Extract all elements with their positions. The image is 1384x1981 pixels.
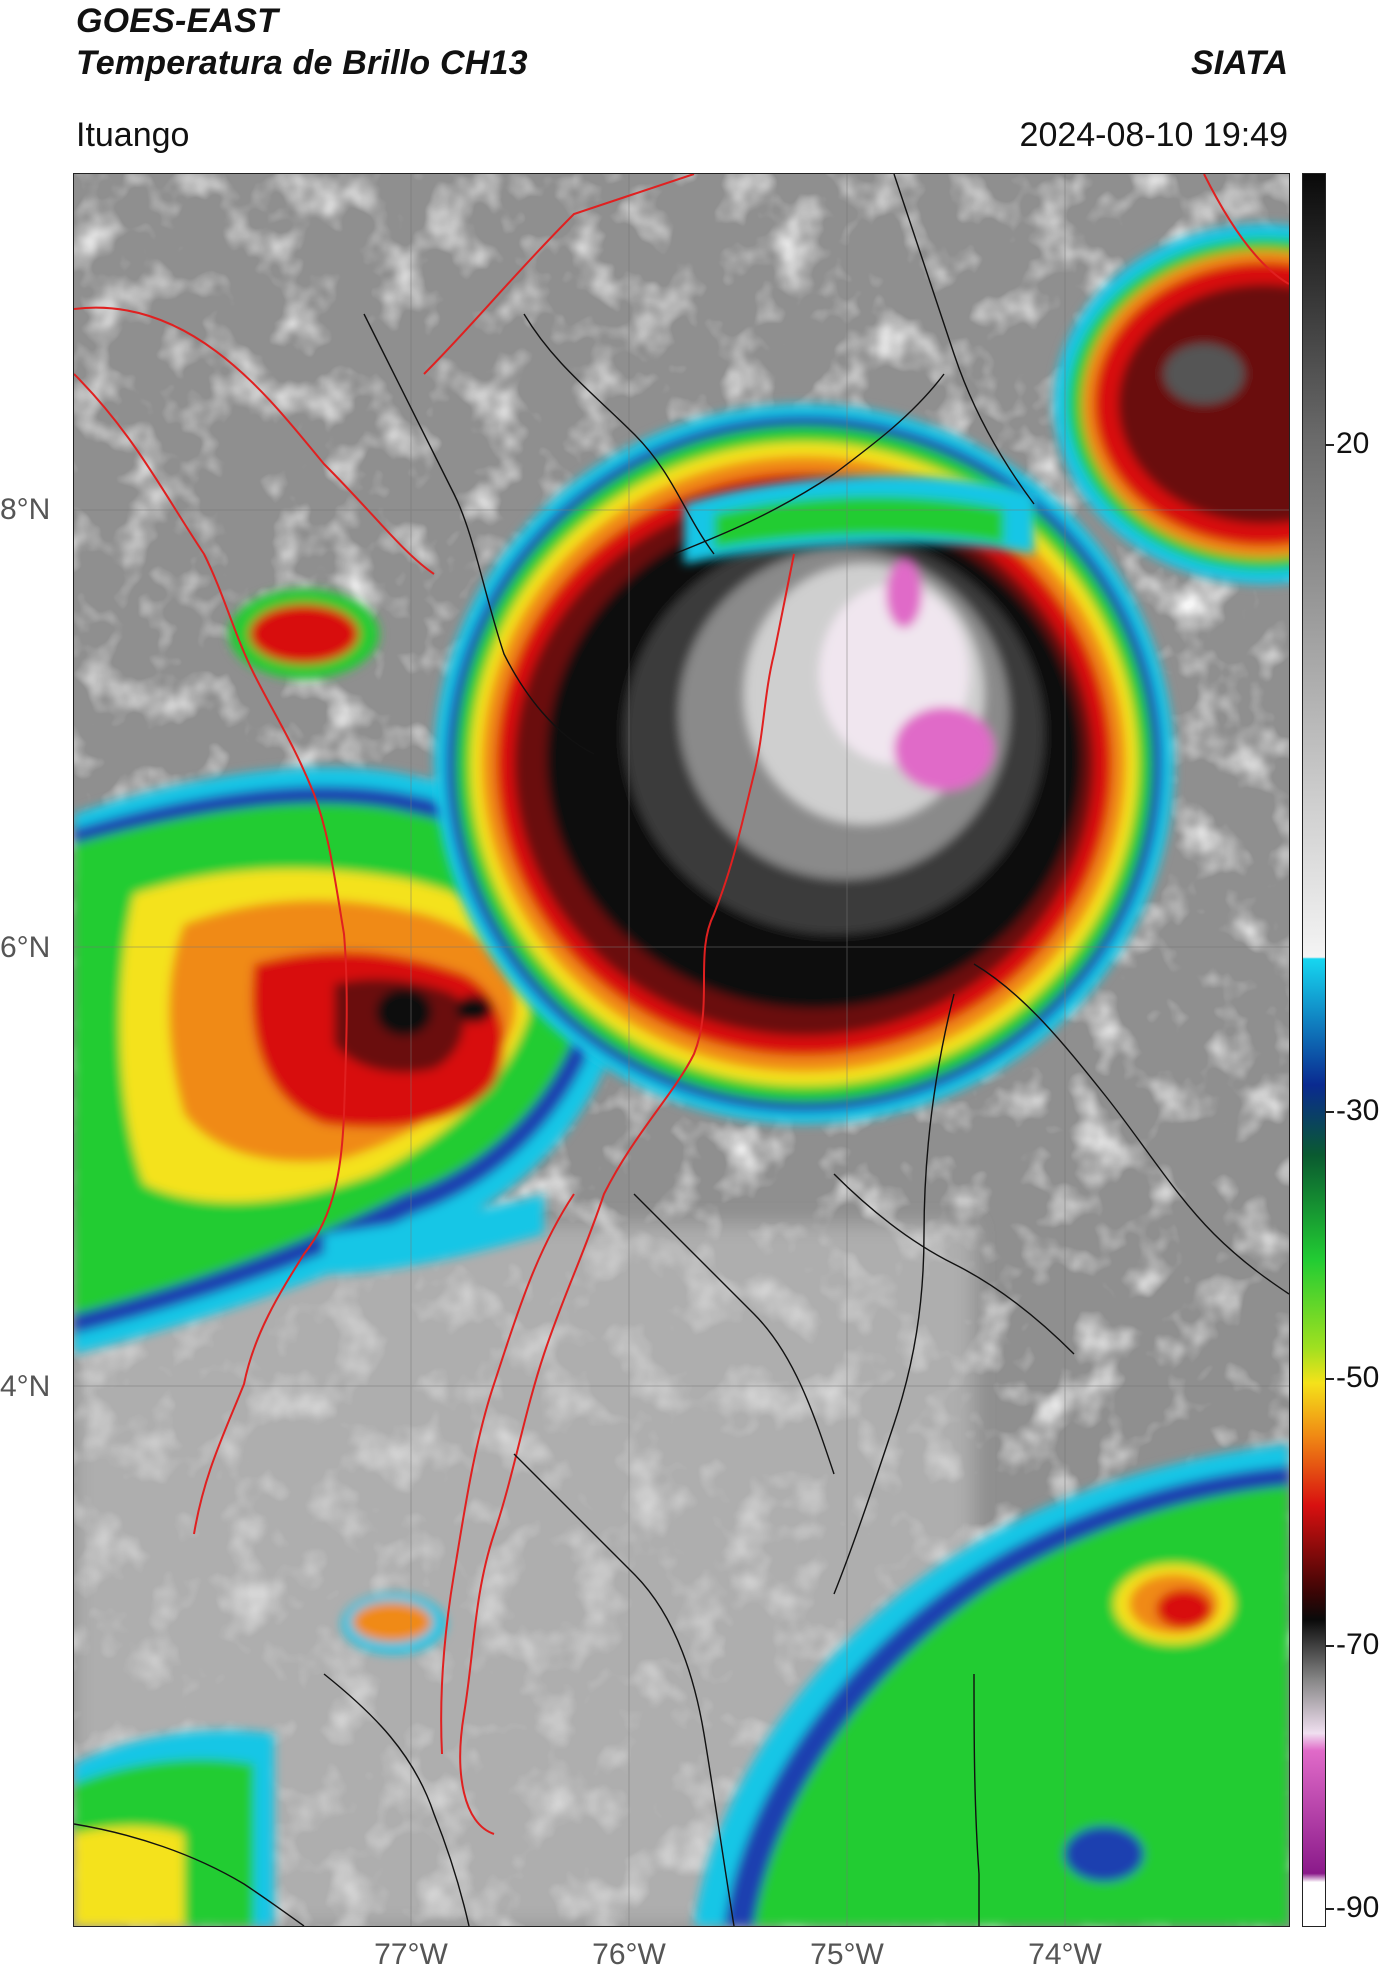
north-small-cells [229,475,1034,679]
satellite-map[interactable] [73,173,1290,1927]
northeast-storm [1054,224,1289,584]
location-label: Ituango [76,116,190,154]
lon-tick-76w: 76°W [592,1938,666,1971]
colorbar-tick-20: 20 [1336,427,1370,460]
central-storm [434,404,1174,1124]
agency-label: SIATA [1191,44,1288,82]
colorbar-tickmark [1326,1908,1334,1910]
colorbar-tickmark [1326,1378,1334,1380]
lat-tick-6n: 6°N [0,931,51,964]
lon-tick-75w: 75°W [810,1938,884,1971]
lat-tick-8n: 8°N [0,493,51,526]
datetime-label: 2024-08-10 19:49 [1019,116,1288,154]
colorbar-tick-minus50: -50 [1336,1361,1380,1394]
country-borders [74,174,1289,1835]
map-canvas [74,174,1289,1926]
lon-tick-77w: 77°W [374,1938,448,1971]
southeast-storm [694,1444,1289,1926]
title-satellite: GOES-EAST [76,2,279,40]
title-product: Temperatura de Brillo CH13 [76,44,528,82]
colorbar [1302,173,1326,1927]
colorbar-tickmark [1326,1645,1334,1647]
graticule [74,174,1289,1926]
lon-tick-74w: 74°W [1028,1938,1102,1971]
colorbar-gradient [1303,174,1325,1926]
colorbar-tick-minus30: -30 [1336,1094,1380,1127]
colorbar-tickmark [1326,444,1334,446]
colorbar-tickmark [1326,1111,1334,1113]
colorbar-tick-minus90: -90 [1336,1891,1380,1924]
department-borders [74,174,1289,1926]
colorbar-tick-minus70: -70 [1336,1628,1380,1661]
lat-tick-4n: 4°N [0,1370,51,1403]
southwest-cells [74,1594,446,1926]
